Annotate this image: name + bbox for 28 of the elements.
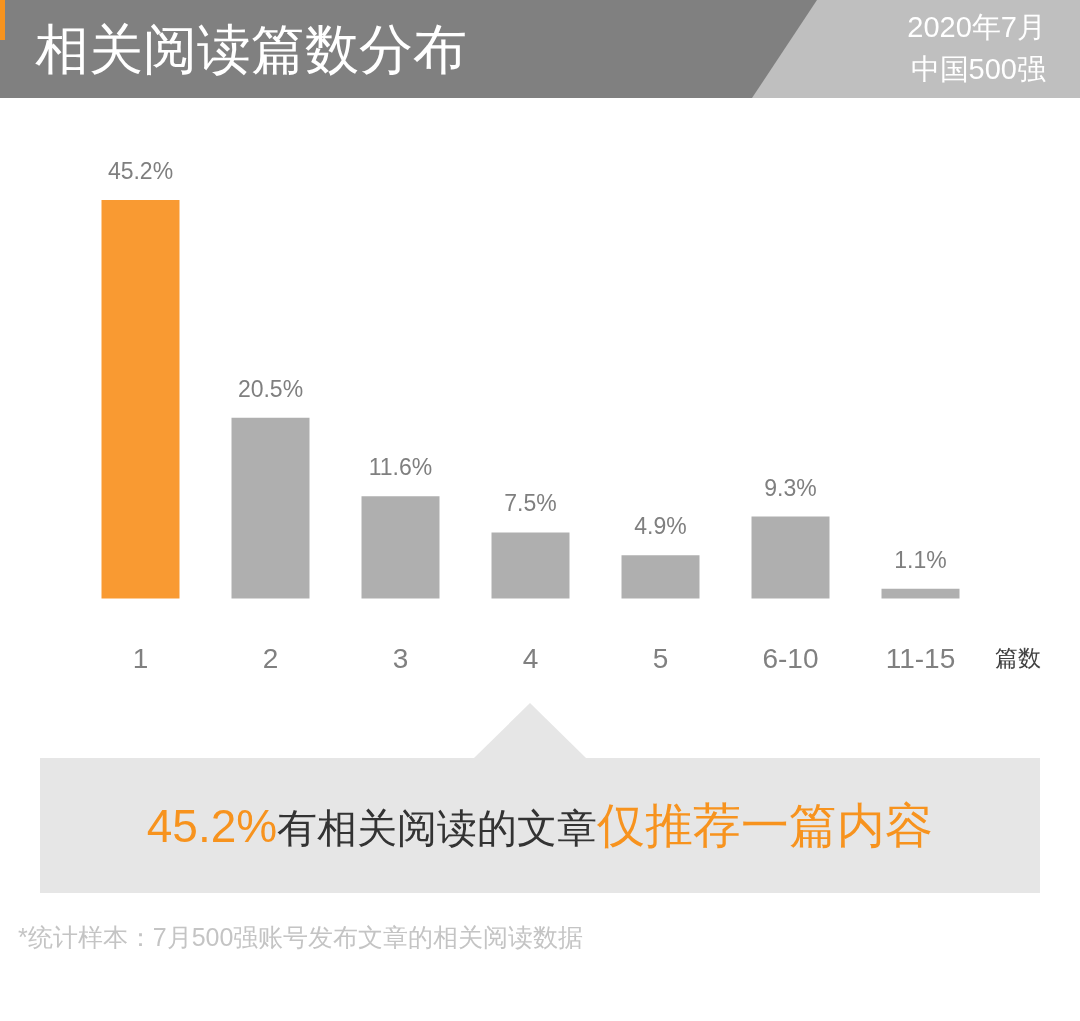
data-label: 9.3% bbox=[764, 474, 817, 501]
data-label: 1.1% bbox=[894, 546, 947, 573]
x-tick-label: 6-10 bbox=[762, 642, 819, 674]
text: *统计样本：7月500强账号发布文章的相关阅读数据 bbox=[18, 922, 584, 953]
bar bbox=[751, 516, 830, 599]
bar bbox=[101, 200, 180, 599]
bar bbox=[881, 588, 960, 599]
x-tick-label: 11-15 bbox=[885, 642, 956, 674]
x-tick-label: 1 bbox=[132, 642, 149, 674]
x-tick-label: 5 bbox=[652, 642, 669, 674]
data-label: 20.5% bbox=[237, 375, 304, 402]
chart-subtitle: 2020年7月中国500强 bbox=[906, 10, 1046, 87]
bar bbox=[231, 417, 310, 599]
bar bbox=[621, 555, 700, 599]
data-label: 45.2% bbox=[107, 158, 174, 185]
x-tick-label: 2 bbox=[262, 642, 279, 674]
data-label: 11.6% bbox=[368, 454, 433, 481]
bar bbox=[491, 532, 570, 599]
bar bbox=[361, 496, 440, 599]
x-tick-label: 4 bbox=[522, 642, 539, 674]
text: 仅推荐一篇内容 bbox=[597, 799, 934, 852]
chart-title: 相关阅读篇数分布 bbox=[35, 18, 467, 81]
text: 有相关阅读的文章 bbox=[277, 806, 598, 850]
text: 45.2% bbox=[146, 800, 278, 852]
x-tick-label: 3 bbox=[392, 642, 409, 674]
x-axis-title: 篇数 bbox=[995, 644, 1041, 671]
data-label: 7.5% bbox=[504, 490, 557, 517]
data-label: 4.9% bbox=[634, 513, 687, 540]
